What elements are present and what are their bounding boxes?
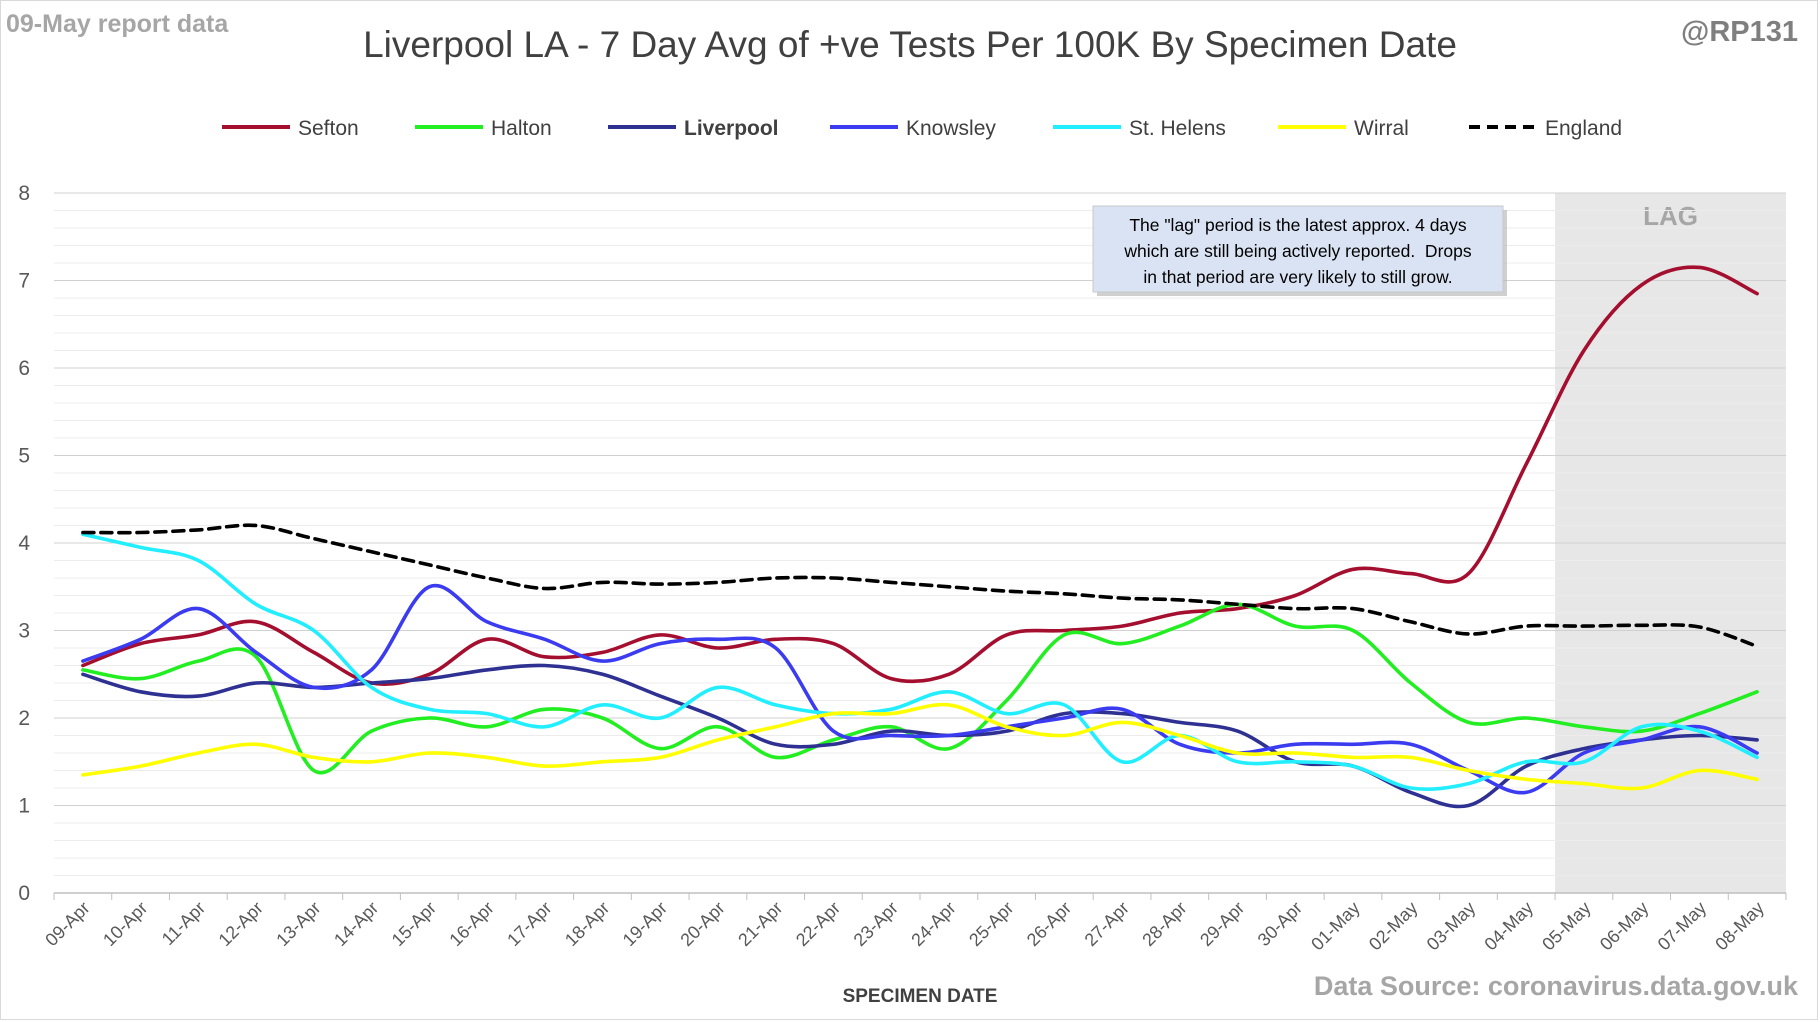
- series-line-st-helens: [81, 532, 1759, 791]
- legend-label: Wirral: [1354, 117, 1409, 140]
- annotation-line: The "lag" period is the latest approx. 4…: [1129, 215, 1467, 235]
- x-tick-label: 10-Apr: [99, 898, 151, 950]
- chart-title: Liverpool LA - 7 Day Avg of +ve Tests Pe…: [363, 24, 1457, 65]
- y-tick-label: 4: [18, 532, 30, 555]
- legend-label: Liverpool: [684, 117, 779, 140]
- x-tick-label: 03-May: [1423, 898, 1480, 955]
- data-source-label: Data Source: coronavirus.data.gov.uk: [1313, 971, 1798, 1001]
- y-tick-label: 3: [18, 620, 30, 643]
- x-tick-label: 24-Apr: [907, 898, 959, 950]
- x-tick-label: 22-Apr: [792, 898, 844, 950]
- x-tick-label: 29-Apr: [1196, 898, 1248, 950]
- x-tick-label: 14-Apr: [330, 898, 382, 950]
- legend-label: England: [1545, 117, 1622, 140]
- x-tick-label: 06-May: [1596, 898, 1653, 955]
- x-axis-title: SPECIMEN DATE: [843, 986, 998, 1007]
- x-tick-label: 08-May: [1711, 898, 1768, 955]
- legend-label: Sefton: [298, 117, 359, 140]
- annotation-line: in that period are very likely to still …: [1143, 267, 1452, 287]
- lag-label: LAG: [1643, 201, 1698, 231]
- x-tick-label: 20-Apr: [676, 898, 728, 950]
- x-tick-label: 27-Apr: [1081, 898, 1133, 950]
- x-tick-label: 01-May: [1307, 898, 1364, 955]
- author-handle: @RP131: [1681, 16, 1798, 48]
- x-tick-label: 28-Apr: [1138, 898, 1190, 950]
- x-tick-label: 26-Apr: [1023, 898, 1075, 950]
- x-tick-label: 21-Apr: [734, 898, 786, 950]
- x-tick-label: 25-Apr: [965, 898, 1017, 950]
- x-tick-label: 13-Apr: [272, 898, 324, 950]
- x-tick-label: 07-May: [1654, 898, 1711, 955]
- x-tick-label: 15-Apr: [388, 898, 440, 950]
- legend-label: St. Helens: [1129, 117, 1226, 140]
- x-tick-label: 18-Apr: [561, 898, 613, 950]
- series-line-england: [81, 523, 1759, 649]
- x-tick-label: 23-Apr: [850, 898, 902, 950]
- x-tick-label: 12-Apr: [215, 898, 267, 950]
- x-tick-label: 02-May: [1365, 898, 1422, 955]
- x-tick-label: 19-Apr: [619, 898, 671, 950]
- legend-item-england: England: [1469, 117, 1622, 140]
- y-tick-label: 2: [18, 707, 30, 730]
- y-tick-label: 7: [18, 270, 30, 293]
- legend-item-halton: Halton: [415, 117, 552, 140]
- y-tick-label: 5: [18, 445, 30, 468]
- annotation-box: [1092, 205, 1504, 293]
- x-tick-label: 05-May: [1538, 898, 1595, 955]
- legend-item-liverpool: Liverpool: [608, 117, 779, 140]
- x-tick-label: 17-Apr: [503, 898, 555, 950]
- series-line-sefton: [81, 265, 1759, 686]
- x-tick-label: 11-Apr: [158, 898, 209, 949]
- x-tick-label: 16-Apr: [445, 898, 497, 950]
- legend-item-st-helens: St. Helens: [1053, 117, 1226, 140]
- series-line-liverpool: [81, 663, 1759, 809]
- report-date-label: 09-May report data: [6, 10, 229, 38]
- legend-item-knowsley: Knowsley: [830, 117, 996, 140]
- legend-item-sefton: Sefton: [222, 117, 359, 140]
- annotation-line: which are still being actively reported.…: [1123, 241, 1471, 261]
- legend-label: Knowsley: [906, 117, 996, 140]
- y-tick-label: 8: [18, 182, 30, 205]
- legend-label: Halton: [491, 117, 552, 140]
- legend-item-wirral: Wirral: [1278, 117, 1409, 140]
- x-tick-label: 09-Apr: [41, 898, 93, 950]
- y-tick-label: 6: [18, 357, 30, 380]
- y-tick-label: 1: [18, 795, 30, 818]
- series-line-wirral: [81, 702, 1759, 791]
- x-tick-label: 04-May: [1480, 898, 1537, 955]
- x-tick-label: 30-Apr: [1254, 898, 1306, 950]
- y-tick-label: 0: [18, 882, 30, 905]
